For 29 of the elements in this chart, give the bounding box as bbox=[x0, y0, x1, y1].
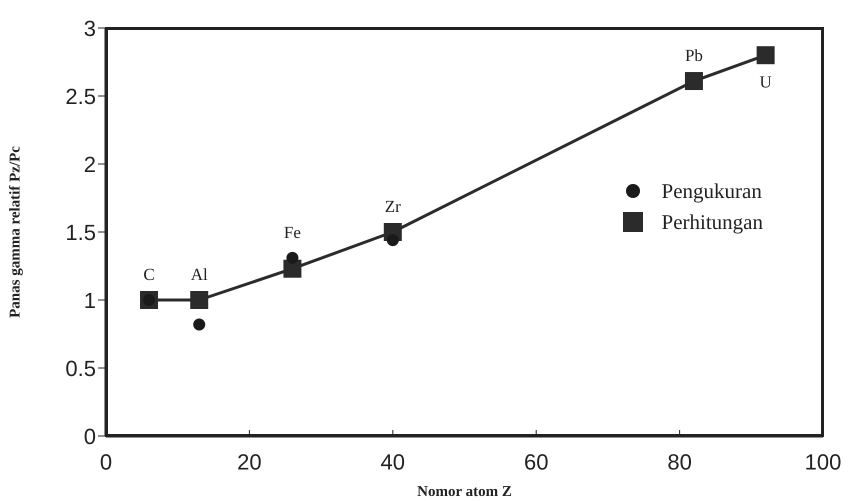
legend-label: Pengukuran bbox=[662, 178, 762, 204]
point bbox=[193, 318, 206, 330]
annotation: Zr bbox=[384, 197, 402, 216]
point bbox=[386, 234, 399, 246]
x-tick-label: 20 bbox=[237, 450, 262, 475]
y-tick-label: 3 bbox=[84, 16, 96, 41]
x-axis-title: Nomor atom Z bbox=[417, 484, 512, 500]
y-tick-label: 1.5 bbox=[65, 220, 96, 245]
annotation: C bbox=[143, 265, 155, 284]
y-tick-label: 2 bbox=[84, 152, 96, 177]
y-tick-label: 0.5 bbox=[65, 356, 96, 381]
legend-label: Perhitungan bbox=[662, 210, 763, 235]
x-tick-label: 0 bbox=[100, 450, 112, 475]
annotation: Fe bbox=[284, 222, 301, 242]
y-tick-label: 1 bbox=[84, 288, 96, 313]
point bbox=[684, 72, 703, 90]
x-tick-label: 40 bbox=[380, 450, 406, 475]
x-tick-label: 80 bbox=[667, 450, 692, 475]
y-axis-title: Panas gamma relatif Pz/Pc bbox=[7, 146, 24, 318]
y-tick-label: 2.5 bbox=[65, 84, 96, 109]
point bbox=[190, 291, 208, 309]
x-tick-label: 100 bbox=[804, 450, 842, 475]
x-tick-label: 60 bbox=[524, 450, 548, 475]
point bbox=[286, 252, 298, 264]
annotation: Pb bbox=[684, 46, 703, 66]
y-tick-label: 0 bbox=[84, 424, 96, 449]
annotation: Al bbox=[190, 265, 208, 284]
annotation: U bbox=[760, 72, 772, 92]
point bbox=[756, 46, 775, 64]
